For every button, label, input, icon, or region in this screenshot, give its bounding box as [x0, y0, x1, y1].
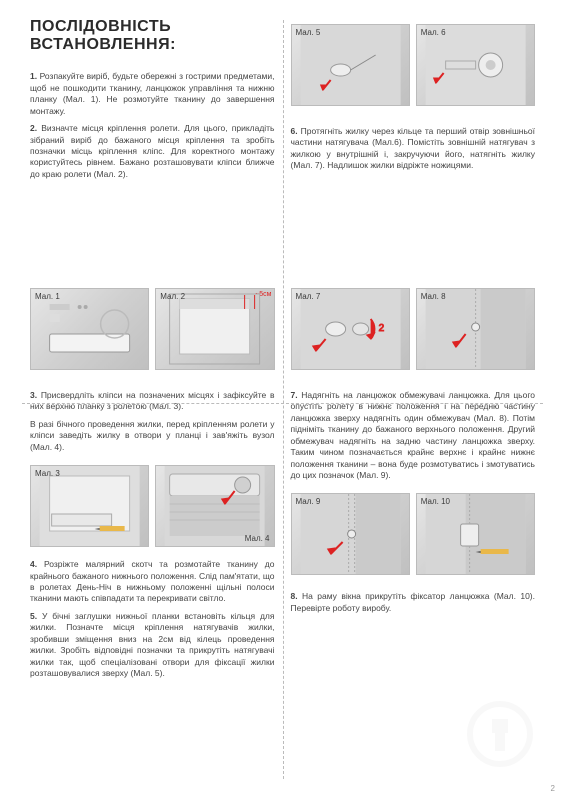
figure-9: Мал. 9 [291, 493, 410, 575]
figure-6: Мал. 6 [416, 24, 535, 106]
figure-1: Мал. 1 [30, 288, 149, 370]
figure-7: Мал. 7 2 [291, 288, 410, 370]
para-3: 3. Присвердліть кліпси на позначених міс… [30, 390, 275, 413]
quadrant-bottom-left: 3. Присвердліть кліпси на позначених міс… [22, 376, 283, 781]
figure-2: Мал. 2 ~5см [155, 288, 274, 370]
fig-row-5-6: Мал. 5 Мал. 6 [291, 24, 536, 106]
figure-4: Мал. 4 [155, 465, 274, 547]
fig-row-7-8: Мал. 7 2 Мал. 8 [291, 288, 536, 370]
figure-label: Мал. 5 [296, 28, 321, 37]
quadrant-top-right: Мал. 5 Мал. 6 [283, 18, 544, 376]
figure-label: Мал. 3 [35, 469, 60, 478]
figure-label: Мал. 4 [245, 534, 270, 543]
watermark-icon [465, 699, 535, 769]
fig7-art: 2 [292, 289, 409, 369]
fig1-art [31, 289, 148, 369]
fig-row-1-2: Мал. 1 Мал. 2 ~5см [30, 288, 275, 370]
fig-row-9-10: Мал. 9 Мал. 10 [291, 493, 536, 575]
quadrant-top-left: ПОСЛІДОВНІСТЬ ВСТАНОВЛЕННЯ: 1. Розпакуйт… [22, 18, 283, 376]
figure-label: Мал. 7 [296, 292, 321, 301]
figure-5: Мал. 5 [291, 24, 410, 106]
fig8-art [417, 289, 534, 369]
para-6: 6. Протягніть жилку через кільце та перш… [291, 126, 536, 172]
fig5-art [292, 25, 409, 105]
figure-label: Мал. 2 [160, 292, 185, 301]
para-1: 1. Розпакуйте виріб, будьте обережні з г… [30, 71, 275, 117]
fig-row-3-4: Мал. 3 Мал. 4 [30, 465, 275, 547]
page-title: ПОСЛІДОВНІСТЬ ВСТАНОВЛЕННЯ: [30, 18, 275, 53]
vertical-divider [283, 20, 284, 779]
rotation-label: 2 [378, 323, 384, 334]
fig9-art [292, 494, 409, 574]
figure-label: Мал. 8 [421, 292, 446, 301]
para-5: 5. У бічні заглушки нижньої планки встан… [30, 611, 275, 680]
page-number: 2 [551, 784, 555, 793]
para-4: 4. Розріжте малярний скотч та розмотайте… [30, 559, 275, 605]
horizontal-divider [22, 403, 543, 404]
figure-label: Мал. 10 [421, 497, 450, 506]
fig10-art [417, 494, 534, 574]
figure-label: Мал. 9 [296, 497, 321, 506]
para-8: 8. На раму вікна прикрутіть фіксатор лан… [291, 591, 536, 614]
fig6-art [417, 25, 534, 105]
para-2: 2. Визначте місця кріплення ролети. Для … [30, 123, 275, 180]
figure-10: Мал. 10 [416, 493, 535, 575]
figure-label: Мал. 1 [35, 292, 60, 301]
figure-label: Мал. 6 [421, 28, 446, 37]
figure-8: Мал. 8 [416, 288, 535, 370]
fig3-art [31, 466, 148, 546]
fig2-art [156, 289, 273, 369]
figure-3: Мал. 3 [30, 465, 149, 547]
para-3b: В разі бічного проведення жилки, перед к… [30, 419, 275, 453]
